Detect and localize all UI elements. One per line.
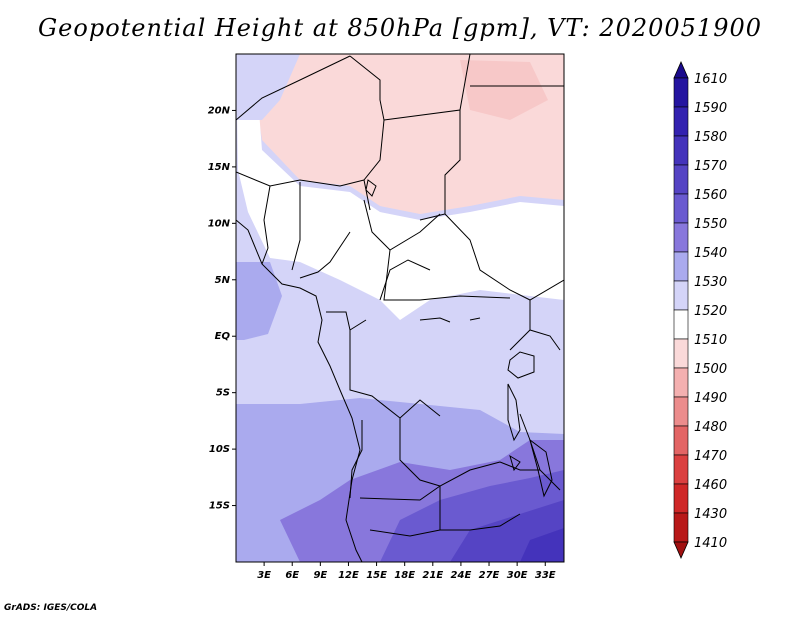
colorbar-level: 1430 bbox=[694, 507, 727, 522]
colorbar-level: 1490 bbox=[694, 391, 727, 406]
colorbar-segment bbox=[673, 425, 689, 456]
field-1510-1520 bbox=[236, 54, 564, 320]
coastline bbox=[236, 219, 363, 562]
axis-ticks bbox=[232, 109, 546, 566]
colorbar-level: 1460 bbox=[694, 478, 727, 493]
chart-title: Geopotential Height at 850hPa [gpm], VT:… bbox=[38, 14, 762, 42]
colorbar-level: 1580 bbox=[694, 130, 727, 145]
lat-label: 15S bbox=[209, 501, 230, 512]
field-west-1530 bbox=[236, 262, 282, 340]
colorbar-level: 1610 bbox=[694, 72, 727, 87]
colorbar-level: 1510 bbox=[694, 333, 727, 348]
field-1570-1580 bbox=[520, 528, 564, 562]
colorbar-segment bbox=[673, 135, 689, 166]
colorbar-level: 1590 bbox=[694, 101, 727, 116]
lon-label: 21E bbox=[422, 570, 443, 581]
lat-label: 5S bbox=[216, 388, 230, 399]
lon-label: 24E bbox=[451, 570, 472, 581]
lat-label: EQ bbox=[215, 331, 231, 342]
map-frame bbox=[235, 53, 565, 563]
lon-label: 18E bbox=[394, 570, 415, 581]
footer-credit: GrADS: IGES/COLA bbox=[4, 603, 98, 613]
lon-label: 6E bbox=[285, 570, 299, 581]
colorbar-segment bbox=[673, 338, 689, 369]
colorbar-level: 1540 bbox=[694, 246, 727, 261]
lat-label: 5N bbox=[215, 275, 231, 286]
colorbar-level: 1560 bbox=[694, 188, 727, 203]
colorbar-cap-top bbox=[673, 61, 689, 79]
lat-label: 20N bbox=[208, 105, 231, 116]
colorbar-segment bbox=[673, 251, 689, 282]
colorbar-segment bbox=[673, 396, 689, 427]
colorbar-level: 1480 bbox=[694, 420, 727, 435]
colorbar-cap-bottom bbox=[673, 541, 689, 559]
longitude-labels: 3E 6E 9E 12E 15E 18E 21E 24E 27E 30E 33E bbox=[257, 570, 556, 581]
country-borders bbox=[236, 54, 564, 537]
colorbar-segment bbox=[673, 77, 689, 108]
lon-label: 9E bbox=[313, 570, 327, 581]
field-nw-1520 bbox=[236, 54, 300, 120]
lat-label: 10N bbox=[208, 218, 231, 229]
field-1500-patch bbox=[460, 60, 548, 120]
lon-label: 27E bbox=[479, 570, 500, 581]
lat-label: 10S bbox=[209, 444, 230, 455]
colorbar-segment bbox=[673, 164, 689, 195]
lon-label: 12E bbox=[338, 570, 359, 581]
colorbar-level: 1570 bbox=[694, 159, 727, 174]
lon-label: 33E bbox=[535, 570, 556, 581]
lon-label: 15E bbox=[366, 570, 387, 581]
colorbar-level: 1550 bbox=[694, 217, 727, 232]
colorbar-segment bbox=[673, 222, 689, 253]
colorbar-level: 1500 bbox=[694, 362, 727, 377]
colorbar-segment bbox=[673, 454, 689, 485]
latitude-labels: 20N 15N 10N 5N EQ 5S 10S 15S bbox=[208, 105, 231, 511]
lakes bbox=[365, 179, 553, 498]
colorbar-segment bbox=[673, 512, 689, 543]
colorbar-segment bbox=[673, 280, 689, 311]
colorbar-level: 1530 bbox=[694, 275, 727, 290]
colorbar-level: 1520 bbox=[694, 304, 727, 319]
lon-label: 30E bbox=[507, 570, 528, 581]
lat-label: 15N bbox=[208, 162, 231, 173]
colorbar-segment bbox=[673, 367, 689, 398]
colorbar-segment bbox=[673, 106, 689, 137]
colorbar-segment bbox=[673, 483, 689, 514]
colorbar-level: 1410 bbox=[694, 536, 727, 551]
colorbar-labels: 1610 1590 1580 1570 1560 1550 1540 1530 1520 1510… bbox=[694, 72, 727, 551]
colorbar-segment bbox=[673, 193, 689, 224]
height-field bbox=[236, 54, 564, 562]
colorbar-segment bbox=[673, 309, 689, 340]
lon-label: 3E bbox=[257, 570, 271, 581]
colorbar-level: 1470 bbox=[694, 449, 727, 464]
colorbar bbox=[673, 61, 689, 559]
